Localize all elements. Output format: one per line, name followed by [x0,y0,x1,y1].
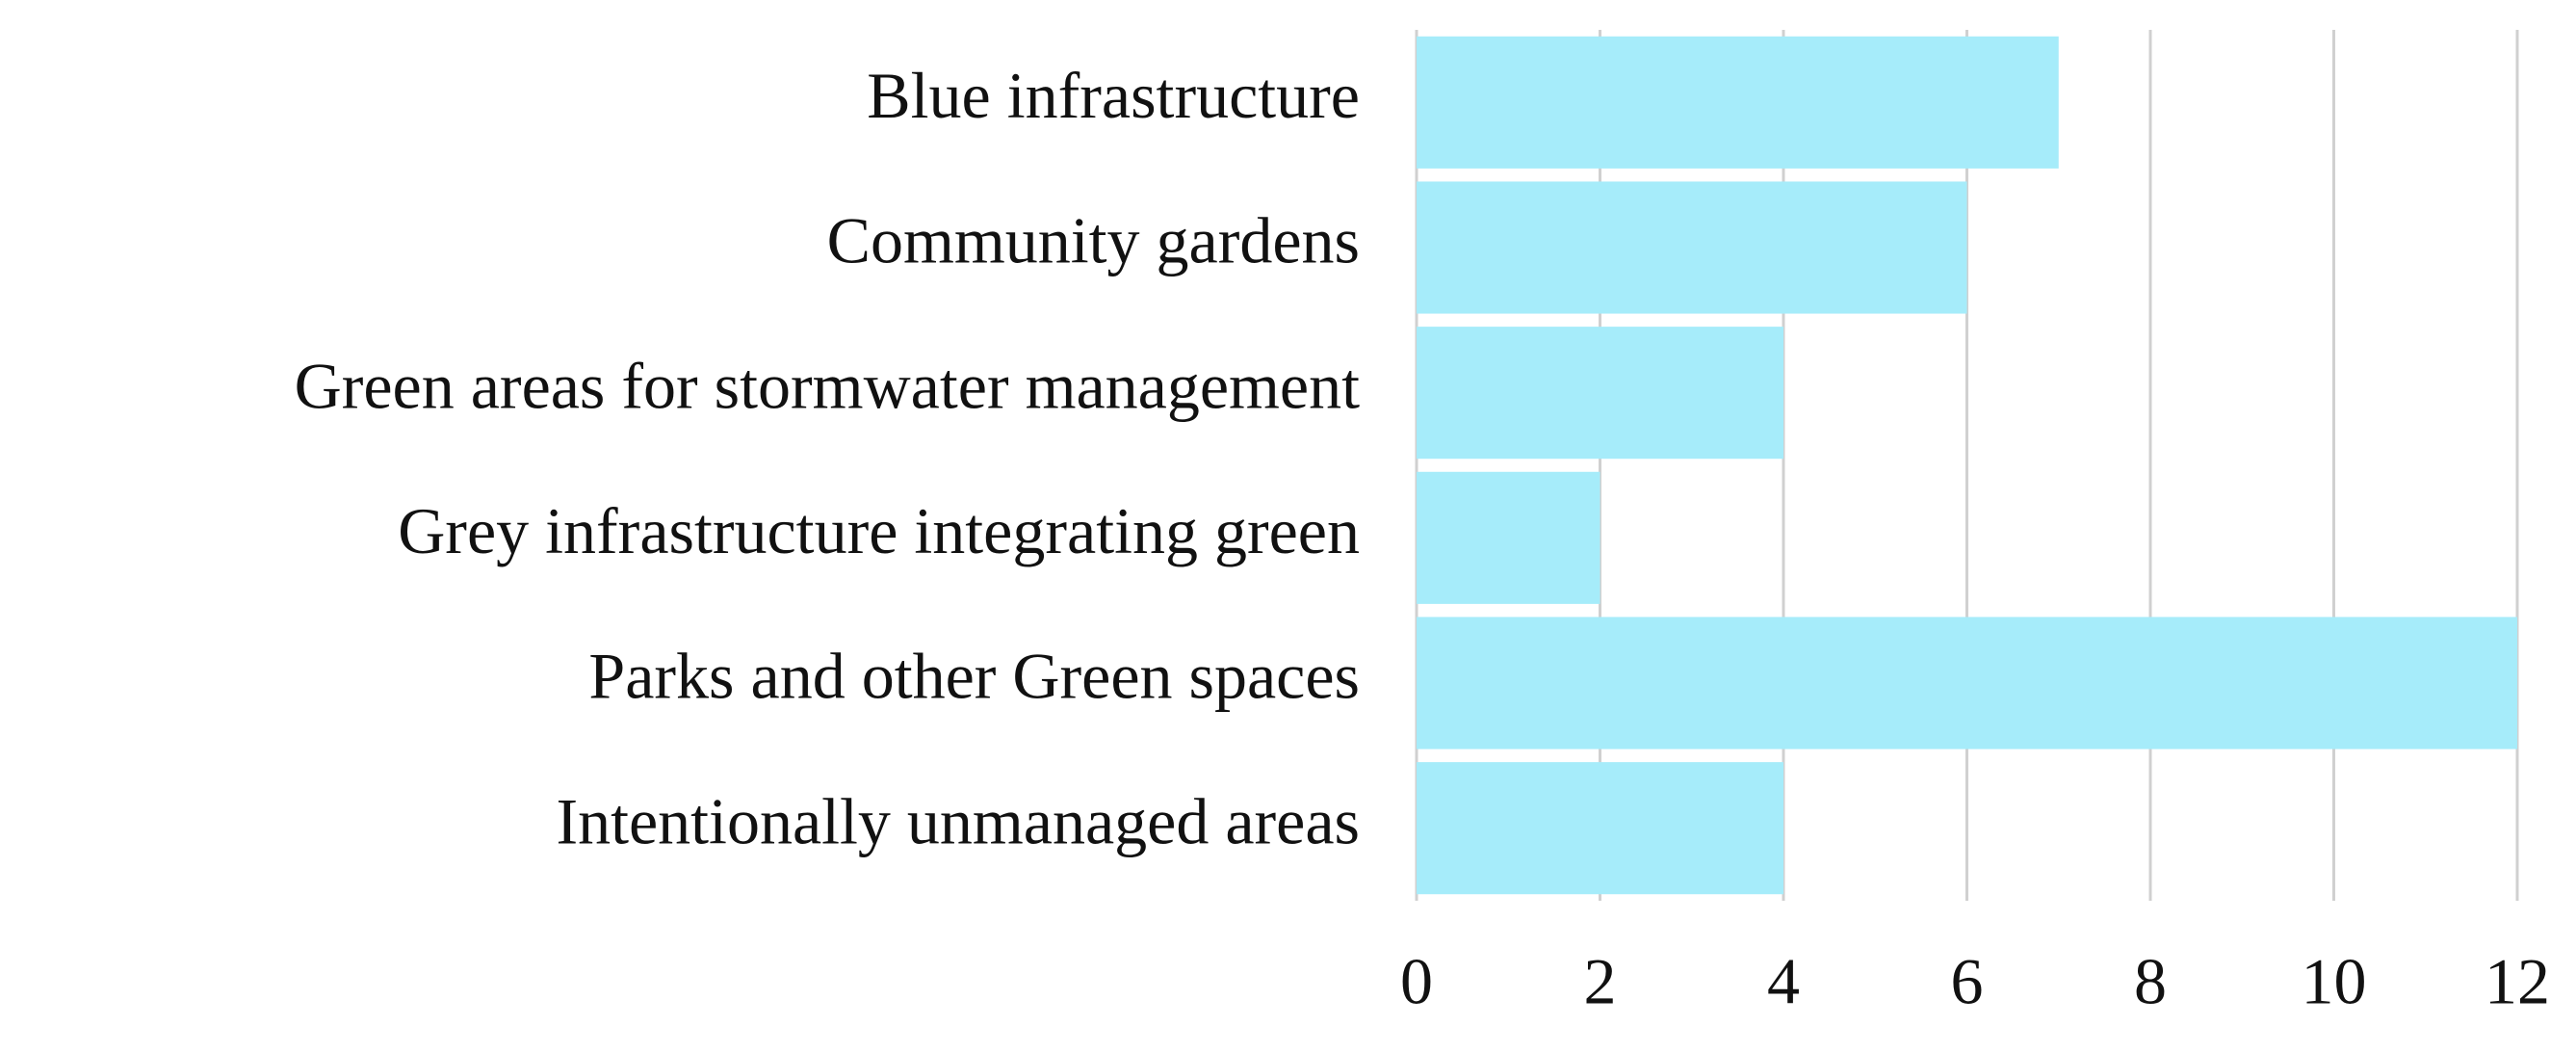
x-tick-label: 8 [2134,945,2167,1018]
y-tick-label: Intentionally unmanaged areas [556,784,1360,857]
x-tick-label: 10 [2302,945,2367,1018]
bar [1417,327,1783,460]
bar [1417,181,1967,314]
bar [1417,617,2517,750]
x-tick-label: 6 [1951,945,1984,1018]
x-tick-label: 4 [1767,945,1800,1018]
bar [1417,471,1600,604]
x-tick-label: 2 [1584,945,1617,1018]
bar [1417,762,1783,895]
y-tick-label: Community gardens [827,204,1360,277]
x-tick-label: 12 [2485,945,2550,1018]
y-tick-label: Blue infrastructure [867,59,1360,132]
bar [1417,36,2059,169]
y-tick-label: Grey infrastructure integrating green [398,494,1360,567]
y-tick-label: Green areas for stormwater management [295,349,1360,422]
y-tick-label: Parks and other Green spaces [588,640,1360,713]
x-tick-label: 0 [1400,945,1433,1018]
